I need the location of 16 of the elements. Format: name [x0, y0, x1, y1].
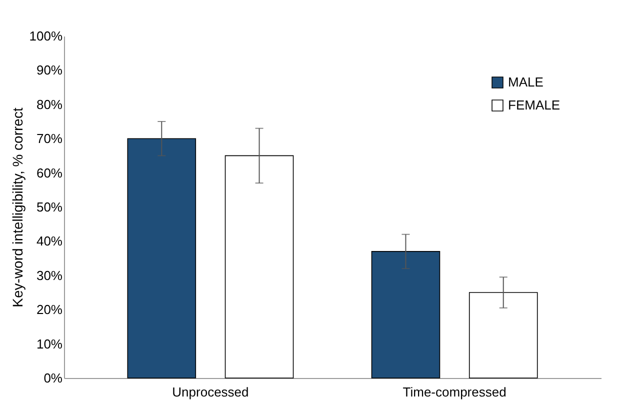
x-tick-label: Time-compressed: [402, 384, 506, 400]
y-tick-label: 80%: [36, 96, 63, 112]
legend-label: FEMALE: [508, 98, 560, 112]
y-tick-label: 30%: [36, 268, 63, 283]
legend-label: MALE: [508, 74, 544, 90]
y-tick-label: 50%: [36, 200, 63, 214]
y-tick-label: 70%: [36, 131, 63, 146]
x-tick-label: Unprocessed: [172, 384, 249, 400]
y-tick-label: 100%: [29, 28, 63, 44]
y-tick-label: 0%: [44, 370, 63, 386]
y-tick-label: 90%: [36, 62, 63, 78]
y-axis-title: Key-word intelligibility, % correct: [9, 108, 26, 308]
y-tick-label: 60%: [36, 165, 63, 180]
y-tick-label: 20%: [36, 302, 63, 318]
y-tick-label: 40%: [36, 234, 63, 249]
y-tick-label: 10%: [36, 336, 63, 352]
